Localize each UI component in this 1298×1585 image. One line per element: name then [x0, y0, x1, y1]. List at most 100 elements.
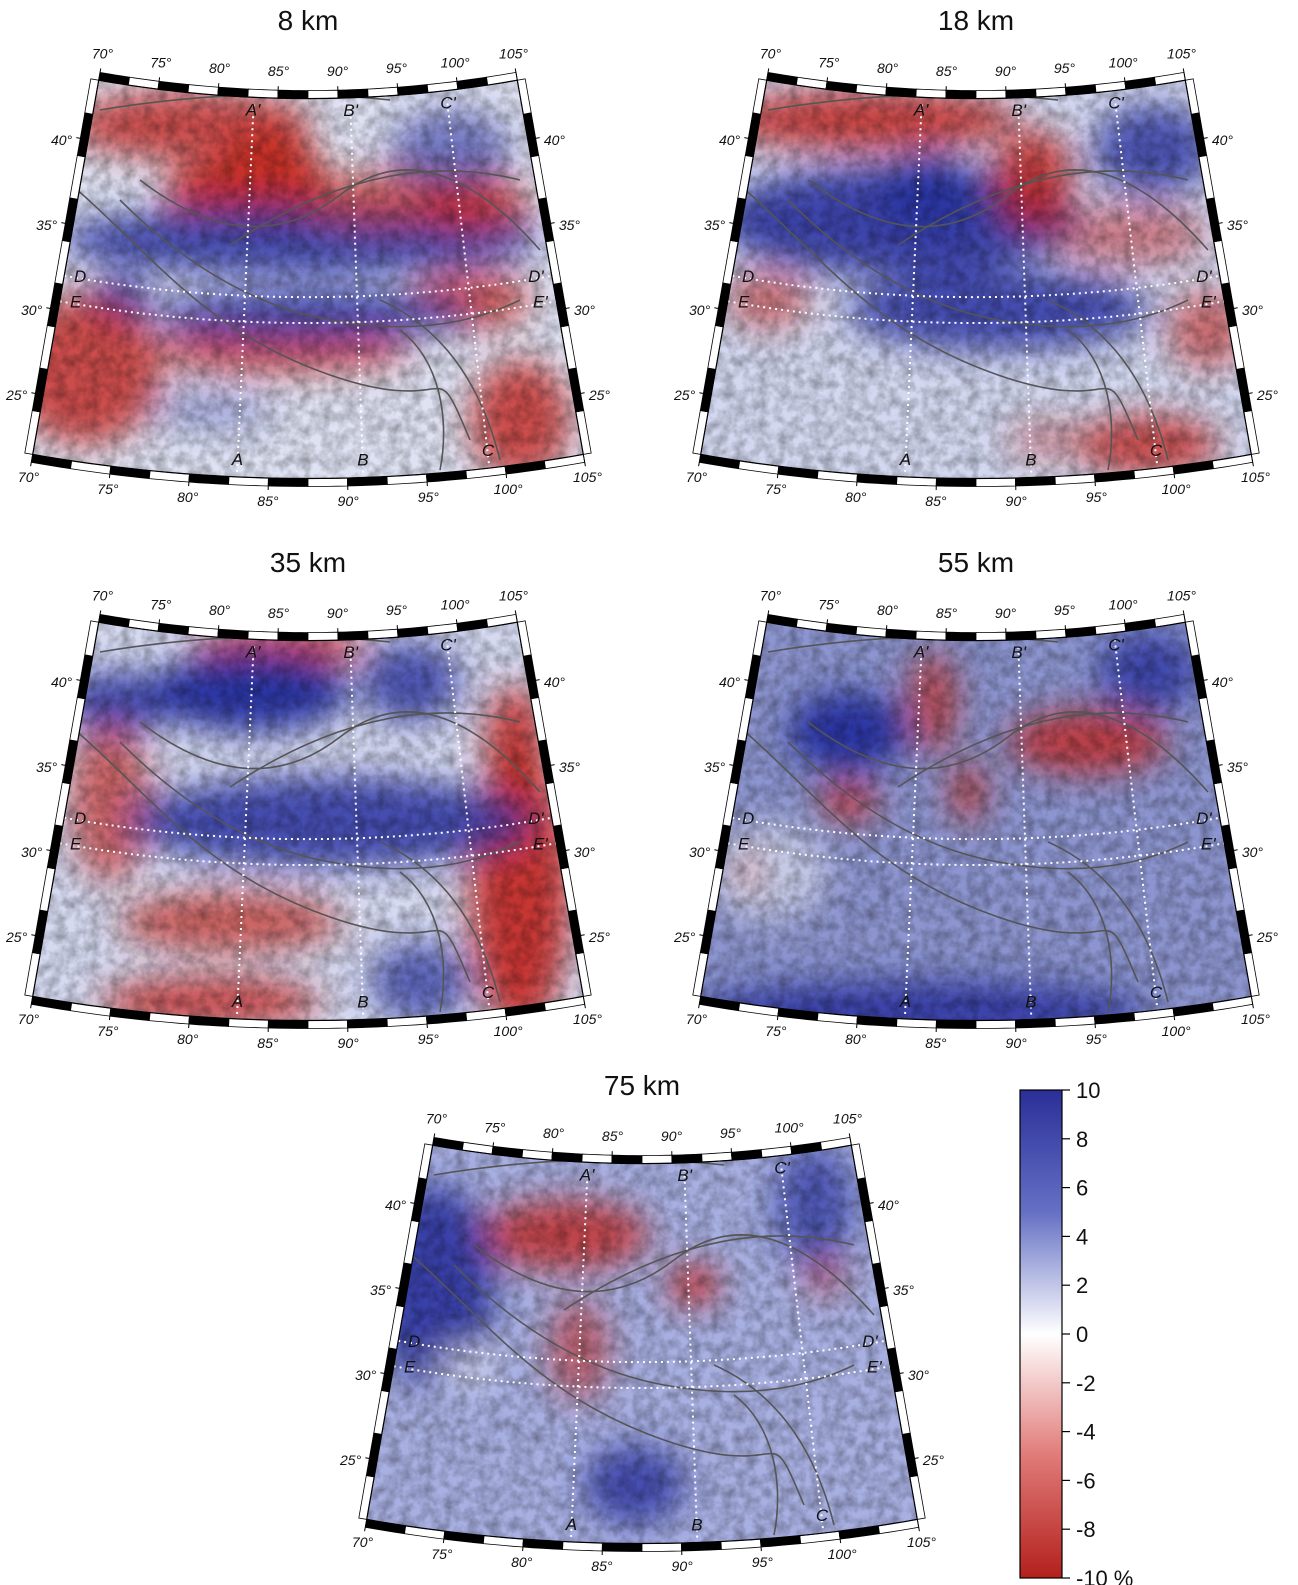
colorbar-label: 8 — [1076, 1127, 1088, 1152]
frame-band — [642, 1155, 672, 1163]
frame-band — [642, 1543, 682, 1552]
colorbar-label: -4 — [1076, 1420, 1096, 1445]
profile-label: B' — [677, 1166, 692, 1185]
lon-label: 100° — [1162, 1023, 1191, 1039]
lon-label: 90° — [672, 1558, 694, 1574]
profile-label: B' — [1011, 643, 1026, 662]
velocity-field — [0, 542, 620, 1062]
lon-label: 75° — [97, 1023, 119, 1039]
lat-label: 30° — [908, 1367, 930, 1383]
lat-label: 40° — [544, 674, 566, 690]
panel-title: 18 km — [938, 5, 1014, 36]
frame-band — [308, 1020, 348, 1029]
lon-label: 75° — [97, 481, 119, 497]
lon-label: 80° — [511, 1554, 533, 1570]
lon-label: 105° — [1167, 588, 1196, 604]
lat-label: 30° — [574, 302, 596, 318]
profile-label: B — [357, 451, 368, 470]
lon-label: 75° — [150, 54, 172, 70]
lat-label: 40° — [878, 1197, 900, 1213]
lon-label: 105° — [573, 1011, 602, 1027]
profile-label: D — [74, 267, 86, 286]
lon-label: 90° — [327, 605, 349, 621]
map-panel: 75 kmAA'BB'CC'DD'EE'70°70°75°75°80°80°85… — [334, 1065, 954, 1585]
frame-band — [308, 478, 348, 487]
profile-label: C' — [440, 94, 456, 113]
lon-label: 105° — [1167, 46, 1196, 62]
lon-label: 70° — [92, 588, 114, 604]
relief — [668, 0, 1288, 520]
lat-label: 40° — [1212, 132, 1234, 148]
profile-label: C — [816, 1506, 829, 1525]
profile-label: D — [742, 809, 754, 828]
profile-label: D' — [1196, 809, 1212, 828]
profile-label: E' — [867, 1357, 882, 1376]
lat-label: 35° — [370, 1282, 392, 1298]
profile-label: D' — [862, 1332, 878, 1351]
lat-label: 30° — [355, 1367, 377, 1383]
colorbar — [1020, 1090, 1062, 1578]
velocity-field — [668, 542, 1288, 1062]
colorbar-label: 6 — [1076, 1176, 1088, 1201]
lon-label: 85° — [268, 605, 290, 621]
lon-label: 70° — [686, 469, 708, 485]
lat-label: 35° — [1227, 759, 1249, 775]
lon-label: 95° — [1086, 489, 1108, 505]
frame-band — [308, 90, 338, 98]
profile-label: C' — [440, 636, 456, 655]
frame-band — [268, 478, 308, 487]
lon-label: 100° — [494, 481, 523, 497]
lon-label: 95° — [752, 1554, 774, 1570]
lon-label: 105° — [833, 1111, 862, 1127]
lon-label: 80° — [845, 1031, 867, 1047]
frame-band — [308, 632, 338, 640]
lat-label: 25° — [5, 387, 28, 403]
colorbar-label: -10 — [1076, 1566, 1108, 1585]
profile-label: D' — [528, 809, 544, 828]
frame-band — [976, 90, 1006, 98]
lat-label: 25° — [588, 929, 611, 945]
profile-label: A' — [245, 642, 261, 661]
lon-label: 95° — [720, 1125, 742, 1141]
lon-label: 100° — [441, 596, 470, 612]
map-panel: 35 kmAA'BB'CC'DD'EE'70°70°75°75°80°80°85… — [0, 542, 620, 1062]
lat-label: 30° — [574, 844, 596, 860]
map-panel: 55 kmAA'BB'CC'DD'EE'70°70°75°75°80°80°85… — [668, 542, 1288, 1062]
lat-label: 35° — [559, 217, 581, 233]
profile-label: B' — [343, 643, 358, 662]
profile-label: A — [899, 450, 911, 469]
lat-label: 40° — [385, 1197, 407, 1213]
lon-label: 90° — [661, 1128, 683, 1144]
frame-band — [976, 632, 1006, 640]
lon-label: 90° — [338, 493, 360, 509]
relief — [334, 1065, 954, 1585]
profile-label: E' — [533, 834, 548, 853]
lon-label: 70° — [352, 1534, 374, 1550]
velocity-field — [334, 1065, 954, 1585]
lon-label: 100° — [1109, 54, 1138, 70]
lon-label: 100° — [494, 1023, 523, 1039]
lon-label: 95° — [1054, 602, 1076, 618]
profile-label: A' — [913, 100, 929, 119]
lon-label: 100° — [775, 1119, 804, 1135]
lon-label: 105° — [499, 46, 528, 62]
profile-label: A — [231, 992, 243, 1011]
lon-label: 75° — [765, 481, 787, 497]
profile-label: E — [404, 1357, 416, 1376]
lon-label: 95° — [1086, 1031, 1108, 1047]
lon-label: 95° — [1054, 60, 1076, 76]
lon-label: 85° — [925, 493, 947, 509]
lon-label: 70° — [92, 46, 114, 62]
profile-label: E' — [1201, 292, 1216, 311]
lon-label: 105° — [907, 1534, 936, 1550]
colorbar-label: -2 — [1076, 1371, 1096, 1396]
colorbar-label: -6 — [1076, 1468, 1096, 1493]
lat-label: 25° — [673, 929, 696, 945]
lat-label: 35° — [893, 1282, 915, 1298]
lat-label: 35° — [559, 759, 581, 775]
colorbar-label: 0 — [1076, 1322, 1088, 1347]
lat-label: 30° — [21, 302, 43, 318]
frame-band — [976, 478, 1016, 487]
lat-label: 35° — [1227, 217, 1249, 233]
colorbar-label: 10 — [1076, 1078, 1100, 1103]
